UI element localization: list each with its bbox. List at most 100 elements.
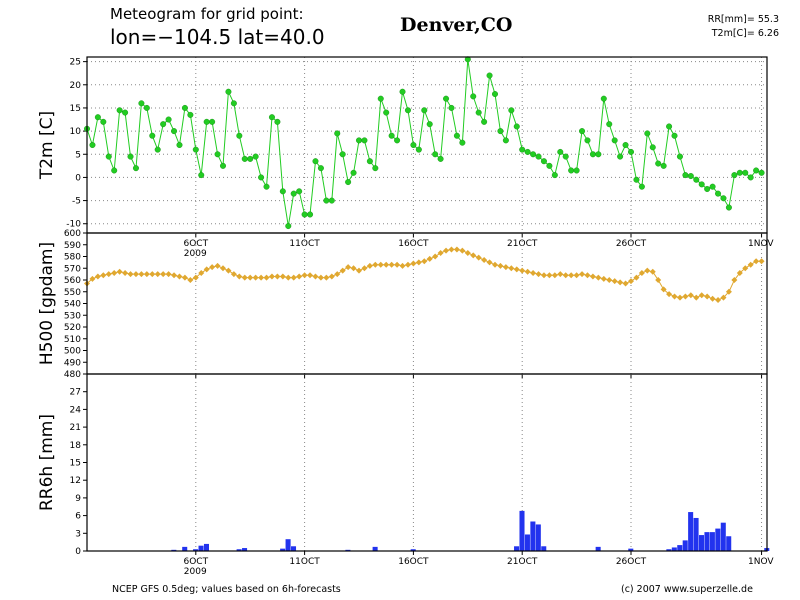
data-point: [628, 148, 635, 155]
data-point: [649, 144, 656, 151]
data-point: [345, 264, 352, 271]
data-point: [230, 100, 237, 107]
data-point: [687, 292, 694, 299]
precip-bar: [203, 543, 209, 551]
data-point: [404, 261, 411, 268]
data-point: [633, 274, 640, 281]
panel-frame: [86, 373, 768, 552]
data-point: [252, 274, 259, 281]
y-tick-label: 3: [75, 529, 81, 539]
data-point: [502, 264, 509, 271]
data-point: [475, 254, 482, 261]
y-tick-label: 0: [75, 547, 81, 557]
y-tick-label: 500: [64, 347, 81, 357]
precip-bar: [372, 546, 378, 551]
data-point: [160, 121, 167, 128]
precip-bar: [704, 532, 710, 551]
y-tick-label: 480: [64, 370, 81, 380]
data-point: [606, 121, 613, 128]
x-tick-label: 21OCT: [507, 557, 538, 567]
data-point: [94, 273, 101, 280]
data-point: [709, 295, 716, 302]
precip-bar: [285, 539, 291, 551]
data-point: [154, 271, 161, 278]
data-point: [274, 118, 281, 125]
rr-total-stat: RR[mm]= 55.3: [707, 14, 779, 25]
precip-bar: [709, 532, 715, 551]
t2m-mean-stat: T2m[C]= 6.26: [711, 28, 779, 39]
data-point: [426, 255, 433, 262]
data-point: [698, 181, 705, 188]
data-point: [307, 211, 314, 218]
data-point: [747, 174, 754, 181]
data-point: [241, 155, 248, 162]
data-point: [339, 151, 346, 158]
data-point: [660, 286, 667, 293]
precip-bar: [198, 545, 204, 551]
data-point: [551, 272, 558, 279]
data-point: [214, 151, 221, 158]
data-point: [421, 107, 428, 114]
data-point: [731, 277, 738, 283]
data-point: [562, 272, 569, 279]
data-point: [481, 257, 488, 264]
data-point: [187, 111, 194, 118]
data-point: [709, 183, 716, 190]
precip-bar: [699, 535, 705, 551]
data-point: [399, 88, 406, 95]
data-point: [638, 269, 645, 276]
data-point: [410, 141, 417, 148]
data-point: [720, 294, 727, 301]
y-tick-label: 27: [70, 388, 81, 398]
data-point: [492, 261, 498, 268]
data-point: [388, 132, 395, 139]
data-point: [312, 158, 319, 165]
data-point: [655, 277, 662, 283]
data-point: [323, 197, 330, 204]
y-tick-label: 20: [70, 81, 82, 91]
y-tick-label: 550: [64, 288, 81, 298]
data-point: [176, 141, 183, 148]
x-tick-label: 16OCT: [398, 557, 429, 567]
data-point: [486, 259, 493, 266]
data-point: [704, 293, 711, 300]
y-tick-label: -5: [72, 197, 81, 207]
data-point: [187, 277, 194, 283]
data-point: [285, 223, 292, 230]
data-point: [323, 274, 330, 281]
data-point: [742, 265, 749, 272]
precip-bar: [280, 548, 286, 551]
data-point: [437, 155, 444, 162]
data-point: [334, 130, 341, 137]
precip-bar: [666, 549, 672, 551]
data-point: [138, 100, 145, 107]
data-point: [671, 293, 678, 300]
data-point: [622, 280, 629, 287]
data-point: [513, 266, 520, 273]
y-tick-label: 570: [64, 264, 81, 274]
data-point: [698, 292, 705, 299]
precip-bar: [677, 545, 683, 551]
x-tick-label: 11OCT: [289, 239, 320, 249]
y-axis-title: H500 [gpdam]: [37, 242, 57, 365]
precip-bar: [236, 549, 242, 551]
data-point: [225, 267, 232, 274]
data-point: [209, 118, 216, 125]
y-tick-label: 510: [64, 335, 81, 345]
data-point: [633, 176, 640, 183]
series-line: [86, 59, 762, 227]
data-point: [225, 88, 232, 95]
data-point: [241, 274, 248, 281]
data-point: [421, 258, 428, 265]
data-point: [328, 273, 335, 280]
data-point: [644, 267, 651, 274]
data-point: [644, 130, 651, 137]
y-tick-label: 18: [70, 441, 82, 451]
data-point: [524, 148, 531, 155]
data-point: [464, 249, 471, 256]
data-point: [676, 153, 683, 160]
y-tick-label: 0: [75, 173, 81, 183]
data-point: [551, 172, 558, 179]
data-point: [649, 268, 656, 275]
data-point: [426, 121, 433, 128]
